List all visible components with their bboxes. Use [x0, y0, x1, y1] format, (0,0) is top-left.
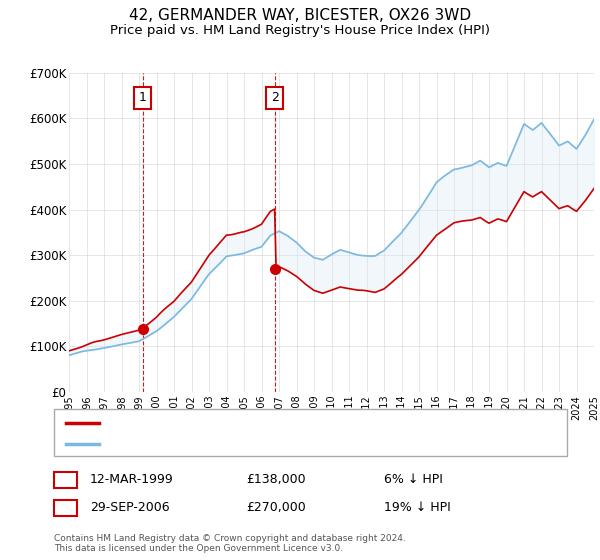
Text: 6% ↓ HPI: 6% ↓ HPI — [384, 473, 443, 487]
Text: 42, GERMANDER WAY, BICESTER, OX26 3WD (detached house): 42, GERMANDER WAY, BICESTER, OX26 3WD (d… — [105, 418, 456, 428]
Text: 42, GERMANDER WAY, BICESTER, OX26 3WD: 42, GERMANDER WAY, BICESTER, OX26 3WD — [129, 8, 471, 24]
Text: 19% ↓ HPI: 19% ↓ HPI — [384, 501, 451, 515]
Text: 1: 1 — [61, 473, 70, 487]
Text: Contains HM Land Registry data © Crown copyright and database right 2024.
This d: Contains HM Land Registry data © Crown c… — [54, 534, 406, 553]
Text: 2: 2 — [271, 91, 278, 104]
Text: £270,000: £270,000 — [246, 501, 306, 515]
Text: 2: 2 — [61, 501, 70, 515]
Text: 29-SEP-2006: 29-SEP-2006 — [90, 501, 170, 515]
Text: 1: 1 — [139, 91, 146, 104]
Text: £138,000: £138,000 — [246, 473, 305, 487]
Text: HPI: Average price, detached house, Cherwell: HPI: Average price, detached house, Cher… — [105, 439, 360, 449]
Text: Price paid vs. HM Land Registry's House Price Index (HPI): Price paid vs. HM Land Registry's House … — [110, 24, 490, 36]
Text: 12-MAR-1999: 12-MAR-1999 — [90, 473, 174, 487]
